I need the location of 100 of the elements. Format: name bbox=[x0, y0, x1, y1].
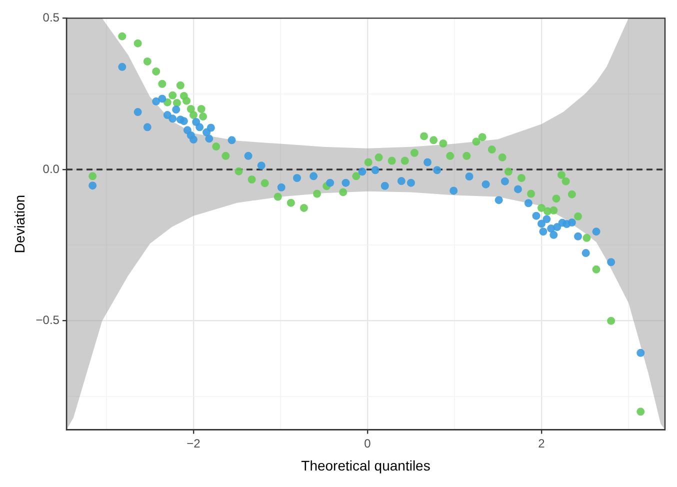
point bbox=[550, 230, 558, 239]
point bbox=[257, 162, 266, 170]
point bbox=[196, 123, 204, 132]
point bbox=[550, 206, 558, 214]
point bbox=[539, 228, 548, 236]
point bbox=[504, 168, 512, 176]
point bbox=[433, 166, 442, 174]
point bbox=[88, 172, 97, 180]
point bbox=[582, 249, 590, 258]
point bbox=[582, 234, 591, 242]
point bbox=[472, 138, 480, 146]
point bbox=[248, 176, 256, 184]
point bbox=[537, 204, 546, 212]
point bbox=[205, 134, 214, 143]
x-axis-title: Theoretical quantiles bbox=[301, 457, 430, 474]
point bbox=[222, 152, 230, 160]
point bbox=[168, 91, 177, 100]
point bbox=[482, 180, 490, 188]
point bbox=[636, 348, 645, 357]
point bbox=[212, 142, 220, 151]
point bbox=[532, 212, 540, 220]
point bbox=[118, 62, 126, 71]
point bbox=[371, 166, 380, 174]
point bbox=[557, 170, 566, 179]
point bbox=[636, 408, 645, 416]
point bbox=[397, 177, 406, 186]
point bbox=[88, 182, 97, 190]
point bbox=[388, 156, 396, 165]
point bbox=[364, 158, 372, 166]
point bbox=[152, 67, 160, 76]
point bbox=[514, 185, 522, 194]
point bbox=[542, 215, 551, 224]
point bbox=[199, 112, 208, 121]
point bbox=[190, 111, 198, 120]
point bbox=[197, 104, 206, 113]
point bbox=[446, 152, 454, 160]
y-axis-title: Deviation bbox=[11, 194, 28, 254]
y-tick-label: −0.5 bbox=[36, 313, 60, 328]
point bbox=[494, 196, 503, 204]
point bbox=[310, 172, 318, 180]
point bbox=[439, 139, 448, 148]
point bbox=[143, 57, 152, 66]
point bbox=[342, 178, 350, 187]
point bbox=[400, 156, 409, 165]
point bbox=[352, 172, 360, 180]
point bbox=[134, 39, 142, 48]
point bbox=[574, 212, 582, 220]
point bbox=[172, 106, 180, 114]
point bbox=[339, 188, 348, 196]
point bbox=[478, 133, 486, 142]
y-tick-label: 0.0 bbox=[42, 162, 60, 176]
x-tick-label: 2 bbox=[538, 436, 546, 450]
point bbox=[274, 192, 282, 201]
point bbox=[488, 146, 496, 154]
point bbox=[568, 190, 576, 198]
point bbox=[553, 223, 562, 232]
point bbox=[498, 153, 506, 162]
point bbox=[592, 265, 600, 274]
point bbox=[152, 97, 160, 106]
point bbox=[277, 183, 286, 192]
point bbox=[176, 81, 184, 90]
point bbox=[244, 152, 252, 160]
point bbox=[527, 190, 536, 198]
point bbox=[568, 218, 576, 226]
point bbox=[118, 32, 126, 40]
point bbox=[358, 168, 366, 176]
point bbox=[286, 198, 295, 207]
point bbox=[537, 220, 546, 228]
point bbox=[592, 228, 600, 236]
point bbox=[158, 94, 166, 103]
point bbox=[420, 132, 428, 140]
point bbox=[260, 179, 269, 188]
point bbox=[380, 182, 389, 190]
point bbox=[410, 148, 418, 157]
point bbox=[517, 174, 526, 182]
y-tick-label: 0.5 bbox=[42, 10, 60, 25]
point bbox=[190, 136, 198, 144]
point bbox=[313, 190, 322, 198]
point bbox=[172, 98, 181, 107]
point bbox=[450, 186, 458, 195]
point bbox=[206, 124, 215, 132]
point bbox=[158, 80, 166, 88]
point bbox=[300, 204, 308, 212]
point bbox=[607, 258, 616, 266]
point bbox=[552, 194, 560, 203]
point bbox=[228, 136, 236, 144]
point bbox=[182, 96, 191, 105]
point bbox=[562, 177, 570, 186]
x-tick-label: −2 bbox=[186, 436, 201, 450]
point bbox=[186, 104, 195, 113]
point bbox=[524, 199, 532, 208]
point bbox=[462, 152, 471, 160]
point bbox=[465, 172, 474, 180]
point bbox=[143, 123, 152, 132]
point bbox=[168, 114, 177, 123]
point bbox=[134, 108, 142, 116]
point bbox=[574, 232, 582, 240]
point bbox=[500, 177, 509, 186]
point bbox=[326, 178, 334, 187]
point bbox=[406, 178, 415, 187]
